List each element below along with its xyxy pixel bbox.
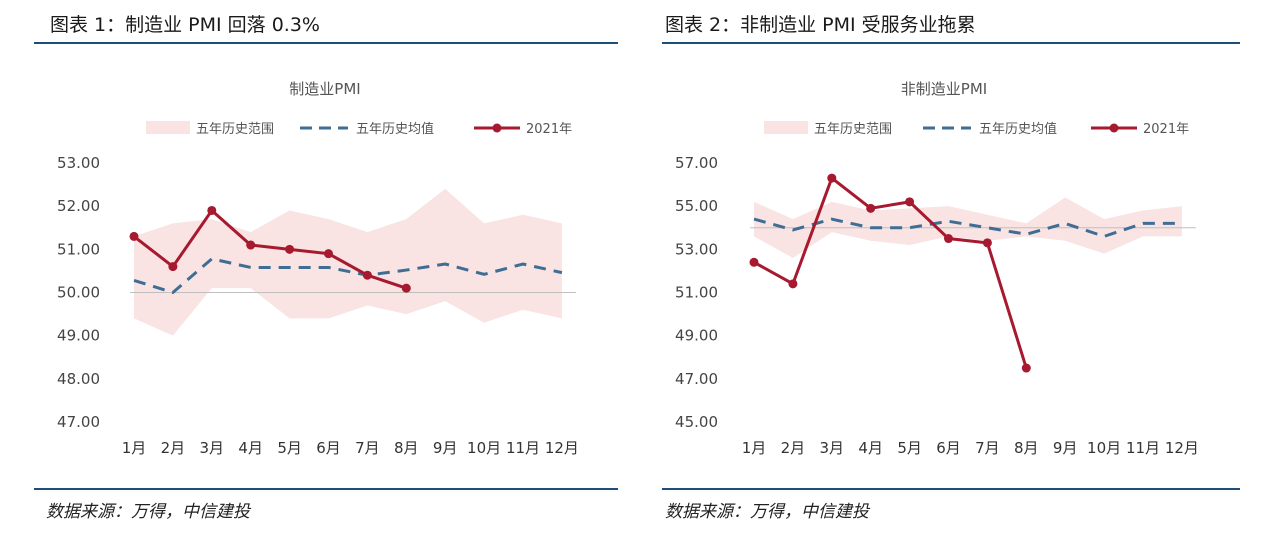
x-tick-label: 5月 bbox=[277, 439, 302, 457]
legend-label: 五年历史均值 bbox=[979, 121, 1057, 137]
x-tick-label: 11月 bbox=[506, 439, 540, 457]
current-year-line bbox=[753, 175, 1028, 369]
y-tick-label: 53.00 bbox=[57, 154, 100, 172]
current-year-line bbox=[133, 208, 407, 290]
current-year-point bbox=[324, 249, 333, 259]
current-year-point bbox=[944, 234, 953, 244]
y-tick-label: 49.00 bbox=[57, 327, 100, 345]
y-tick-label: 53.00 bbox=[675, 240, 718, 258]
top-rule bbox=[662, 42, 1240, 44]
legend-current-marker bbox=[1109, 123, 1119, 133]
legend-band-swatch bbox=[146, 121, 190, 134]
x-tick-label: 1月 bbox=[742, 439, 767, 457]
x-tick-label: 8月 bbox=[1014, 439, 1039, 457]
source-note: 数据来源：万得，中信建投 bbox=[46, 502, 250, 522]
x-tick-label: 1月 bbox=[122, 439, 147, 457]
y-tick-label: 45.00 bbox=[675, 413, 718, 431]
current-year-point bbox=[129, 231, 139, 241]
legend-label: 2021年 bbox=[526, 122, 572, 137]
y-tick-label: 50.00 bbox=[57, 284, 100, 302]
bottom-rule bbox=[662, 488, 1240, 490]
current-year-point bbox=[246, 240, 256, 250]
y-tick-label: 49.00 bbox=[675, 327, 718, 345]
x-tick-label: 6月 bbox=[316, 439, 341, 457]
figure-title: 图表 2：非制造业 PMI 受服务业拖累 bbox=[665, 14, 976, 36]
x-tick-label: 10月 bbox=[1087, 439, 1121, 457]
x-tick-label: 6月 bbox=[936, 439, 961, 457]
y-tick-label: 48.00 bbox=[57, 370, 100, 388]
legend-label: 2021年 bbox=[1143, 122, 1189, 137]
chart-title: 制造业PMI bbox=[289, 80, 360, 98]
current-year-point bbox=[168, 262, 178, 272]
x-tick-label: 3月 bbox=[820, 439, 845, 457]
current-year-point bbox=[207, 205, 217, 215]
y-tick-label: 47.00 bbox=[57, 413, 100, 431]
history-average-line bbox=[133, 257, 563, 295]
x-tick-label: 2月 bbox=[161, 439, 186, 457]
y-tick-label: 47.00 bbox=[675, 370, 718, 388]
x-tick-label: 7月 bbox=[355, 439, 380, 457]
top-rule bbox=[34, 42, 618, 44]
manufacturing-pmi-chart: 制造业PMI 五年历史范围 五年历史均值 2021年 53.00 52.00 51.00 50… bbox=[57, 80, 579, 457]
x-tick-label: 12月 bbox=[1165, 439, 1199, 457]
x-tick-label: 9月 bbox=[1053, 439, 1078, 457]
x-tick-label: 11月 bbox=[1126, 439, 1160, 457]
history-average-line bbox=[753, 217, 1182, 238]
current-year-point bbox=[362, 270, 372, 280]
legend-label: 五年历史范围 bbox=[196, 122, 274, 137]
y-tick-label: 55.00 bbox=[675, 197, 718, 215]
figure-title: 图表 1：制造业 PMI 回落 0.3% bbox=[50, 14, 320, 36]
y-tick-label: 52.00 bbox=[57, 197, 100, 215]
current-year-point bbox=[749, 257, 759, 267]
chart-title: 非制造业PMI bbox=[901, 80, 987, 98]
y-tick-label: 51.00 bbox=[57, 240, 100, 258]
x-tick-label: 4月 bbox=[238, 439, 263, 457]
current-year-point bbox=[285, 244, 295, 254]
bottom-rule bbox=[34, 488, 618, 490]
x-tick-label: 10月 bbox=[467, 439, 501, 457]
y-tick-label: 57.00 bbox=[675, 154, 718, 172]
current-year-point bbox=[401, 283, 411, 293]
current-year-point bbox=[982, 238, 992, 248]
non-manufacturing-pmi-chart: 非制造业PMI 五年历史范围 五年历史均值 2021年 57.00 55.00 53.00 5… bbox=[675, 80, 1199, 457]
x-tick-label: 4月 bbox=[858, 439, 883, 457]
current-year-point bbox=[905, 197, 915, 207]
current-year-point bbox=[827, 173, 837, 183]
legend-label: 五年历史范围 bbox=[814, 122, 892, 137]
x-tick-label: 12月 bbox=[545, 439, 579, 457]
y-tick-label: 51.00 bbox=[675, 284, 718, 302]
x-tick-label: 5月 bbox=[897, 439, 922, 457]
current-year-point bbox=[788, 279, 798, 289]
figure-panel-2: 图表 2：非制造业 PMI 受服务业拖累 非制造业PMI 五年历史范围 五年历史均值… bbox=[640, 0, 1280, 544]
legend-band-swatch bbox=[764, 121, 808, 134]
x-tick-label: 7月 bbox=[975, 439, 1000, 457]
x-tick-label: 9月 bbox=[433, 439, 458, 457]
legend-current-marker bbox=[492, 123, 502, 133]
current-year-point bbox=[1021, 363, 1031, 373]
current-year-point bbox=[866, 203, 876, 213]
x-tick-label: 3月 bbox=[200, 439, 225, 457]
source-note: 数据来源：万得，中信建投 bbox=[665, 502, 869, 522]
history-range-band bbox=[134, 188, 562, 336]
legend-label: 五年历史均值 bbox=[356, 121, 434, 137]
figure-panel-1: 图表 1：制造业 PMI 回落 0.3% 制造业PMI 五年历史范围 五年历史均值 2… bbox=[34, 14, 618, 522]
x-tick-label: 2月 bbox=[781, 439, 806, 457]
x-tick-label: 8月 bbox=[394, 439, 419, 457]
